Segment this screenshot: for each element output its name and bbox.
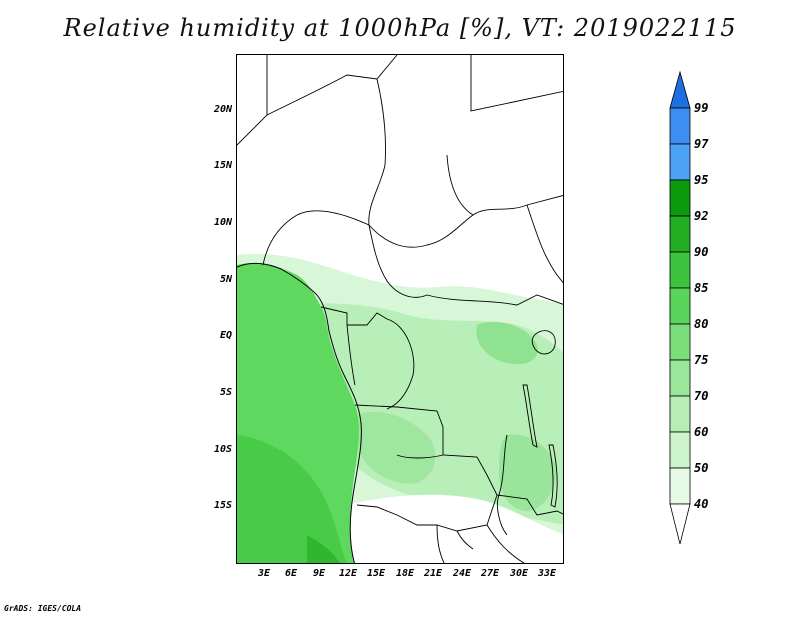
lon-tick-33e: 33E xyxy=(537,568,557,579)
lon-tick-30e: 30E xyxy=(509,568,529,579)
colorbar-90-92 xyxy=(669,215,691,253)
colorbar-75-80 xyxy=(669,323,691,361)
legend-label-90: 90 xyxy=(694,245,709,259)
lat-tick-5s: 5S xyxy=(219,387,232,398)
west-africa-coastline xyxy=(237,262,362,563)
map-panel xyxy=(236,54,564,564)
lon-tick-6e: 6E xyxy=(284,568,298,579)
legend-label-97: 97 xyxy=(694,137,709,151)
lat-tick-15n: 15N xyxy=(213,160,232,171)
lon-tick-9e: 9E xyxy=(312,568,326,579)
country-borders xyxy=(237,55,563,563)
grads-credit: GrADS: IGES/COLA xyxy=(4,604,82,613)
humidity-patch-angola xyxy=(354,411,436,484)
legend-label-70: 70 xyxy=(694,389,709,403)
chart-title: Relative humidity at 1000hPa [%], VT: 20… xyxy=(63,14,737,42)
humidity-patch-east xyxy=(476,321,538,365)
colorbar-70-75 xyxy=(669,359,691,397)
legend-label-85: 85 xyxy=(694,281,709,295)
humidity-map xyxy=(237,55,563,563)
ocean-band-darkest xyxy=(307,535,340,563)
colorbar-60-70 xyxy=(669,395,691,433)
colorbar-92-95 xyxy=(669,179,691,217)
ocean-band-darker xyxy=(237,435,347,563)
colorbar-50-60 xyxy=(669,431,691,469)
legend-label-80: 80 xyxy=(694,317,709,331)
lat-tick-5n: 5N xyxy=(219,274,232,285)
humidity-patch-lakes xyxy=(499,434,556,512)
legend-label-99: 99 xyxy=(694,101,709,115)
lon-tick-27e: 27E xyxy=(480,568,500,579)
lat-tick-15s: 15S xyxy=(213,500,232,511)
great-lakes xyxy=(456,330,558,550)
colorbar-85-90 xyxy=(669,251,691,289)
colorbar xyxy=(669,70,691,545)
dry-region-south xyxy=(347,494,563,563)
colorbar-97-99 xyxy=(669,107,691,145)
lon-tick-12e: 12E xyxy=(338,568,358,579)
colorbar-bottom-arrow xyxy=(669,503,691,545)
legend-label-50: 50 xyxy=(694,461,709,475)
lat-tick-20n: 20N xyxy=(213,104,232,115)
legend-label-40: 40 xyxy=(694,497,709,511)
legend-label-95: 95 xyxy=(694,173,709,187)
legend-label-75: 75 xyxy=(694,353,709,367)
colorbar-95-97 xyxy=(669,143,691,181)
lon-tick-21e: 21E xyxy=(423,568,443,579)
lat-tick-10n: 10N xyxy=(213,217,232,228)
colorbar-40-50 xyxy=(669,467,691,505)
lon-tick-18e: 18E xyxy=(395,568,415,579)
lon-tick-3e: 3E xyxy=(257,568,271,579)
legend-label-60: 60 xyxy=(694,425,709,439)
colorbar-80-85 xyxy=(669,287,691,325)
colorbar-top-arrow xyxy=(669,70,691,109)
lat-tick-eq: EQ xyxy=(219,330,232,341)
lon-tick-24e: 24E xyxy=(452,568,472,579)
lat-tick-10s: 10S xyxy=(213,444,232,455)
lon-tick-15e: 15E xyxy=(366,568,386,579)
legend-label-92: 92 xyxy=(694,209,709,223)
